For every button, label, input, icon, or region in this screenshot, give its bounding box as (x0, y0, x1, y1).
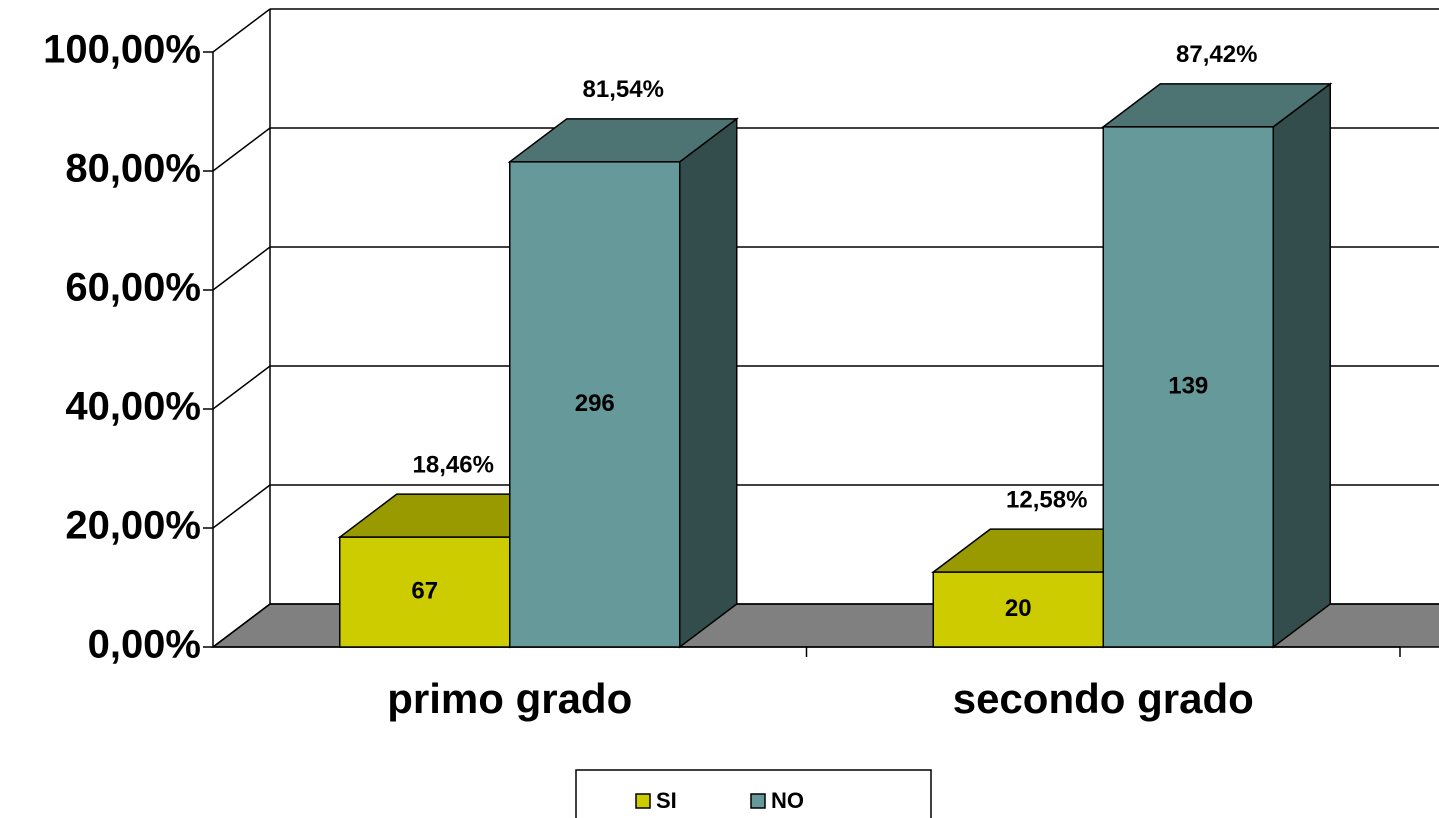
grid-side (212, 365, 271, 410)
bar-side (679, 117, 738, 649)
bar (932, 571, 1104, 648)
grid-side (212, 8, 271, 53)
grid-side (212, 127, 271, 172)
legend-label: SI (656, 788, 677, 813)
x-tick-label: secondo grado (953, 675, 1254, 722)
count-label: 20 (1005, 595, 1032, 622)
bar (339, 536, 511, 648)
bar (509, 161, 681, 648)
legend-swatch (635, 793, 651, 809)
legend-label: NO (771, 788, 804, 813)
legend-swatch (750, 793, 766, 809)
count-label: 139 (1168, 372, 1208, 399)
grid-side (212, 246, 271, 291)
value-label: 87,42% (1176, 41, 1257, 68)
x-tick-label: primo grado (387, 675, 632, 722)
value-label: 81,54% (583, 76, 664, 103)
value-label: 18,46% (413, 452, 494, 479)
value-label: 12,58% (1006, 486, 1087, 513)
legend: SI NO (575, 769, 932, 818)
bar (1102, 126, 1274, 648)
y-tick-label: 40,00% (65, 385, 201, 429)
y-tick-label: 0,00% (88, 623, 201, 667)
y-tick-label: 60,00% (65, 266, 201, 310)
grid-side (212, 603, 271, 648)
y-tick-label: 80,00% (65, 147, 201, 191)
grid-side (212, 484, 271, 529)
y-tick-label: 100,00% (43, 28, 201, 72)
count-label: 296 (575, 390, 615, 417)
y-tick-label: 20,00% (65, 504, 201, 548)
count-label: 67 (411, 577, 438, 604)
bar-side (1272, 82, 1331, 649)
